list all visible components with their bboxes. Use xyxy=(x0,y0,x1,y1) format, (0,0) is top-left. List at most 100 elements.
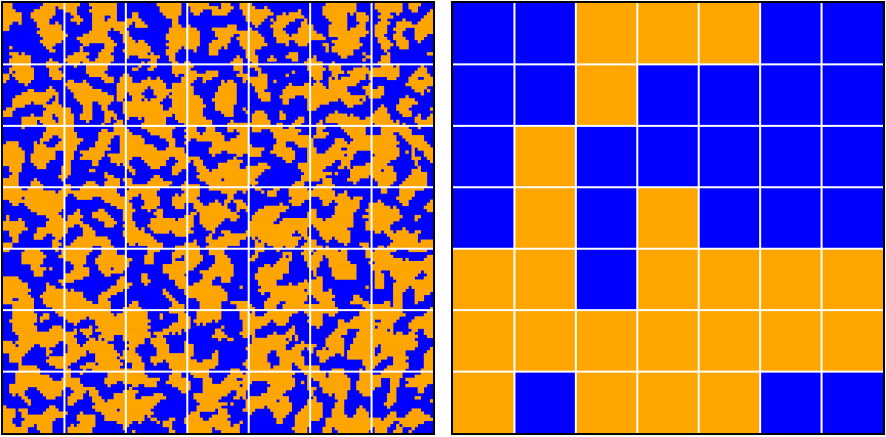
texture-run xyxy=(107,18,117,22)
texture-run xyxy=(122,36,133,41)
texture-run xyxy=(199,214,240,219)
texture-run xyxy=(144,98,148,102)
texture-run xyxy=(33,233,47,237)
texture-run xyxy=(230,61,243,65)
texture-run xyxy=(257,70,262,74)
texture-run xyxy=(331,267,357,271)
texture-run xyxy=(76,208,81,213)
texture-run xyxy=(267,297,308,302)
texture-run xyxy=(171,202,185,207)
texture-run xyxy=(316,276,323,280)
texture-run xyxy=(411,144,431,148)
texture-run xyxy=(3,79,7,84)
texture-run xyxy=(168,429,176,434)
texture-run xyxy=(95,322,148,326)
texture-run xyxy=(3,417,13,422)
texture-run xyxy=(402,135,425,139)
texture-run xyxy=(257,208,286,213)
texture-run xyxy=(390,390,397,394)
texture-run xyxy=(273,30,286,35)
texture-run xyxy=(46,353,50,357)
texture-run xyxy=(150,359,164,363)
texture-run xyxy=(190,9,203,13)
texture-run xyxy=(288,187,308,191)
texture-run xyxy=(383,230,394,234)
texture-run xyxy=(396,21,412,25)
texture-run xyxy=(101,104,108,108)
texture-run xyxy=(224,199,231,203)
block xyxy=(821,310,884,373)
texture-run xyxy=(319,383,351,388)
texture-run xyxy=(328,393,332,397)
texture-run xyxy=(49,73,65,78)
block xyxy=(453,371,515,434)
texture-run xyxy=(236,304,253,308)
texture-run xyxy=(46,214,62,219)
texture-run xyxy=(251,334,256,339)
texture-run xyxy=(429,9,434,13)
texture-run xyxy=(85,119,90,124)
texture-run xyxy=(58,6,78,10)
texture-run xyxy=(325,239,329,243)
texture-run xyxy=(116,313,148,317)
texture-run xyxy=(276,18,296,22)
texture-run xyxy=(141,193,157,197)
texture-run xyxy=(374,230,382,234)
texture-run xyxy=(257,236,302,240)
texture-run xyxy=(288,12,302,16)
texture-run xyxy=(3,282,28,286)
texture-run xyxy=(165,294,173,299)
texture-run xyxy=(227,193,234,197)
texture-run xyxy=(125,221,136,225)
texture-run xyxy=(165,138,176,142)
texture-run xyxy=(3,196,22,200)
texture-run xyxy=(343,242,348,246)
texture-run xyxy=(128,347,136,351)
texture-run xyxy=(208,417,228,422)
texture-run xyxy=(98,300,111,305)
texture-run xyxy=(288,328,296,332)
texture-run xyxy=(49,267,53,271)
texture-run xyxy=(377,21,391,25)
texture-run xyxy=(331,46,360,50)
texture-run xyxy=(414,316,434,320)
texture-run xyxy=(230,371,243,375)
texture-run xyxy=(128,304,139,308)
texture-run xyxy=(21,254,47,259)
texture-run xyxy=(411,73,431,78)
texture-run xyxy=(141,396,167,400)
texture-run xyxy=(125,42,148,47)
texture-run xyxy=(359,242,369,246)
block xyxy=(453,248,515,311)
texture-run xyxy=(153,230,170,234)
texture-run xyxy=(242,383,250,388)
texture-run xyxy=(377,353,406,357)
texture-run xyxy=(125,343,139,348)
texture-run xyxy=(383,300,391,305)
texture-run xyxy=(113,27,127,31)
texture-run xyxy=(168,377,188,382)
texture-run xyxy=(291,122,302,127)
texture-run xyxy=(165,33,200,38)
texture-run xyxy=(276,15,305,19)
texture-run xyxy=(21,122,38,127)
texture-run xyxy=(408,325,434,329)
texture-run xyxy=(147,224,194,228)
texture-run xyxy=(178,386,191,391)
texture-run xyxy=(429,159,434,164)
texture-run xyxy=(227,159,243,164)
texture-run xyxy=(141,156,170,160)
texture-run xyxy=(313,251,348,256)
texture-run xyxy=(46,282,50,286)
texture-run xyxy=(132,383,139,388)
texture-run xyxy=(273,21,289,25)
block xyxy=(514,64,577,127)
texture-run xyxy=(3,113,13,117)
texture-run xyxy=(356,411,369,415)
texture-run xyxy=(12,316,38,320)
texture-run xyxy=(199,211,237,216)
texture-run xyxy=(380,58,391,62)
texture-run xyxy=(273,135,311,139)
texture-run xyxy=(356,12,366,16)
texture-run xyxy=(46,224,74,228)
